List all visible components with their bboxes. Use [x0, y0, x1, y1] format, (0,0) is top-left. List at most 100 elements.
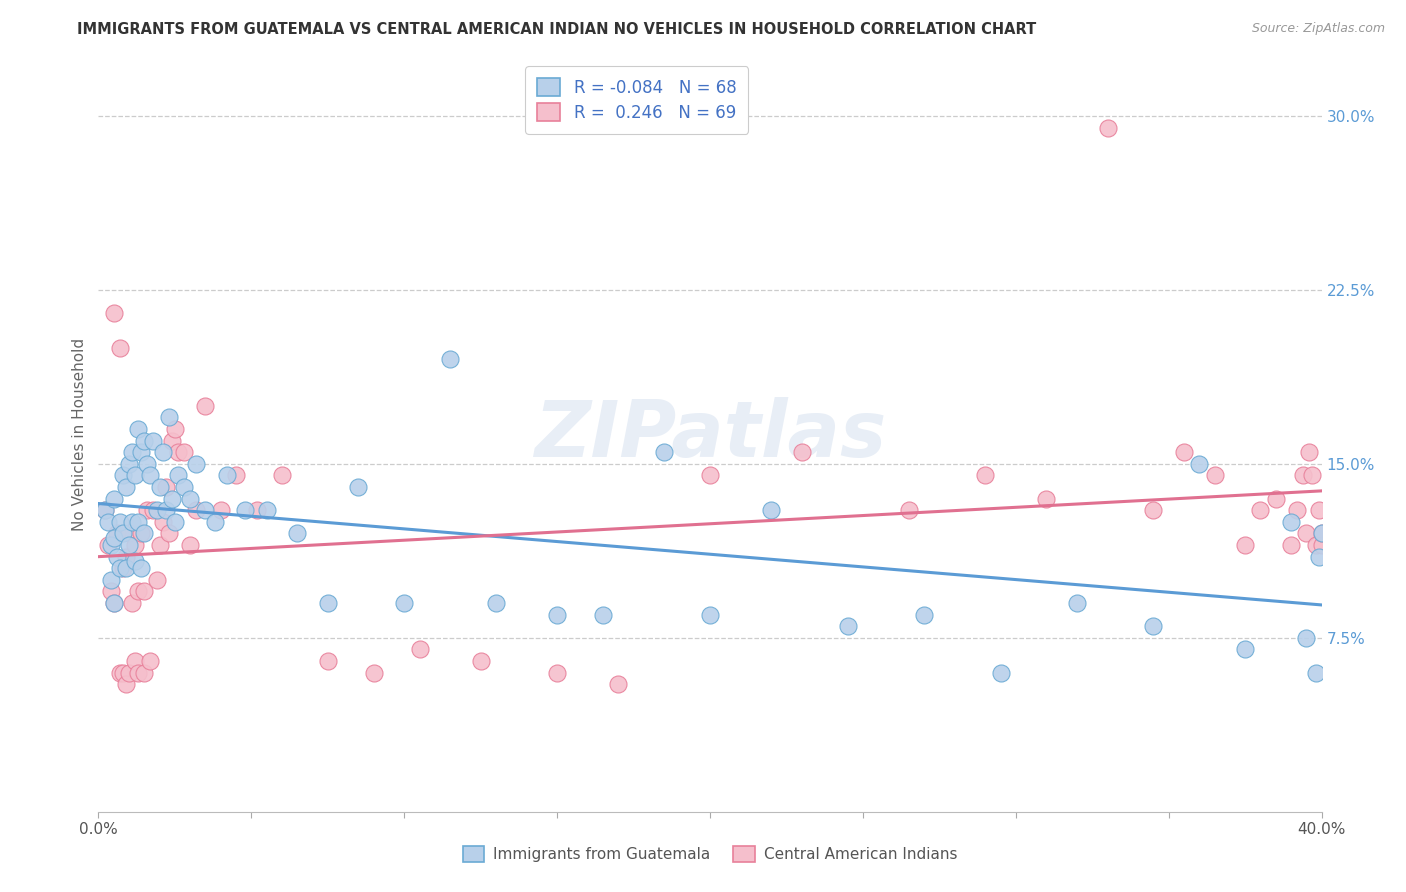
Point — [759, 503, 782, 517]
Point — [105, 526, 128, 541]
Point — [1298, 445, 1320, 459]
Point — [1295, 631, 1317, 645]
Point — [592, 607, 614, 622]
Point — [1188, 457, 1211, 471]
Point — [167, 445, 190, 459]
Point — [111, 665, 134, 680]
Point — [1173, 445, 1195, 459]
Point — [1142, 619, 1164, 633]
Point — [103, 306, 125, 320]
Point — [652, 445, 675, 459]
Point — [408, 642, 430, 657]
Point — [136, 503, 159, 517]
Point — [139, 654, 162, 668]
Point — [194, 503, 217, 517]
Point — [270, 468, 292, 483]
Point — [897, 503, 920, 517]
Point — [485, 596, 508, 610]
Point — [111, 561, 134, 575]
Point — [256, 503, 278, 517]
Point — [129, 526, 152, 541]
Point — [1066, 596, 1088, 610]
Point — [145, 573, 167, 587]
Point — [115, 561, 138, 575]
Point — [167, 468, 190, 483]
Point — [186, 457, 208, 471]
Point — [100, 538, 122, 552]
Point — [1279, 538, 1302, 552]
Point — [149, 480, 172, 494]
Point — [160, 491, 183, 506]
Point — [439, 352, 461, 367]
Point — [124, 468, 146, 483]
Point — [1292, 468, 1315, 483]
Point — [129, 561, 152, 575]
Text: IMMIGRANTS FROM GUATEMALA VS CENTRAL AMERICAN INDIAN NO VEHICLES IN HOUSEHOLD CO: IMMIGRANTS FROM GUATEMALA VS CENTRAL AME… — [77, 22, 1036, 37]
Point — [163, 515, 186, 529]
Point — [699, 607, 721, 622]
Point — [363, 665, 385, 680]
Point — [152, 515, 174, 529]
Point — [1264, 491, 1286, 506]
Point — [1305, 538, 1327, 552]
Point — [108, 665, 131, 680]
Point — [142, 434, 165, 448]
Point — [470, 654, 492, 668]
Point — [1308, 549, 1330, 564]
Point — [1295, 526, 1317, 541]
Point — [149, 538, 172, 552]
Point — [103, 596, 125, 610]
Point — [127, 422, 149, 436]
Point — [111, 526, 134, 541]
Point — [215, 468, 238, 483]
Point — [209, 503, 232, 517]
Point — [93, 503, 115, 517]
Point — [1310, 538, 1333, 552]
Point — [105, 549, 128, 564]
Point — [285, 526, 308, 541]
Point — [233, 503, 256, 517]
Point — [118, 526, 141, 541]
Point — [142, 503, 165, 517]
Point — [392, 596, 416, 610]
Point — [111, 468, 134, 483]
Point — [115, 549, 138, 564]
Point — [108, 561, 131, 575]
Point — [129, 445, 152, 459]
Point — [124, 538, 146, 552]
Point — [837, 619, 859, 633]
Point — [316, 654, 339, 668]
Point — [546, 665, 568, 680]
Point — [173, 480, 195, 494]
Point — [1234, 538, 1257, 552]
Point — [108, 515, 131, 529]
Point — [115, 677, 138, 691]
Point — [1308, 503, 1330, 517]
Point — [121, 596, 143, 610]
Point — [1249, 503, 1271, 517]
Point — [103, 531, 125, 545]
Point — [912, 607, 935, 622]
Point — [1286, 503, 1309, 517]
Point — [347, 480, 370, 494]
Point — [136, 457, 159, 471]
Point — [134, 584, 156, 599]
Point — [246, 503, 269, 517]
Point — [100, 573, 122, 587]
Point — [699, 468, 721, 483]
Point — [124, 654, 146, 668]
Point — [1310, 526, 1333, 541]
Point — [152, 445, 174, 459]
Point — [97, 515, 120, 529]
Point — [157, 410, 180, 425]
Point — [103, 491, 125, 506]
Point — [790, 445, 813, 459]
Point — [1301, 468, 1323, 483]
Point — [139, 468, 162, 483]
Text: Source: ZipAtlas.com: Source: ZipAtlas.com — [1251, 22, 1385, 36]
Point — [157, 526, 180, 541]
Point — [1234, 642, 1257, 657]
Point — [179, 491, 201, 506]
Point — [1204, 468, 1226, 483]
Point — [127, 665, 149, 680]
